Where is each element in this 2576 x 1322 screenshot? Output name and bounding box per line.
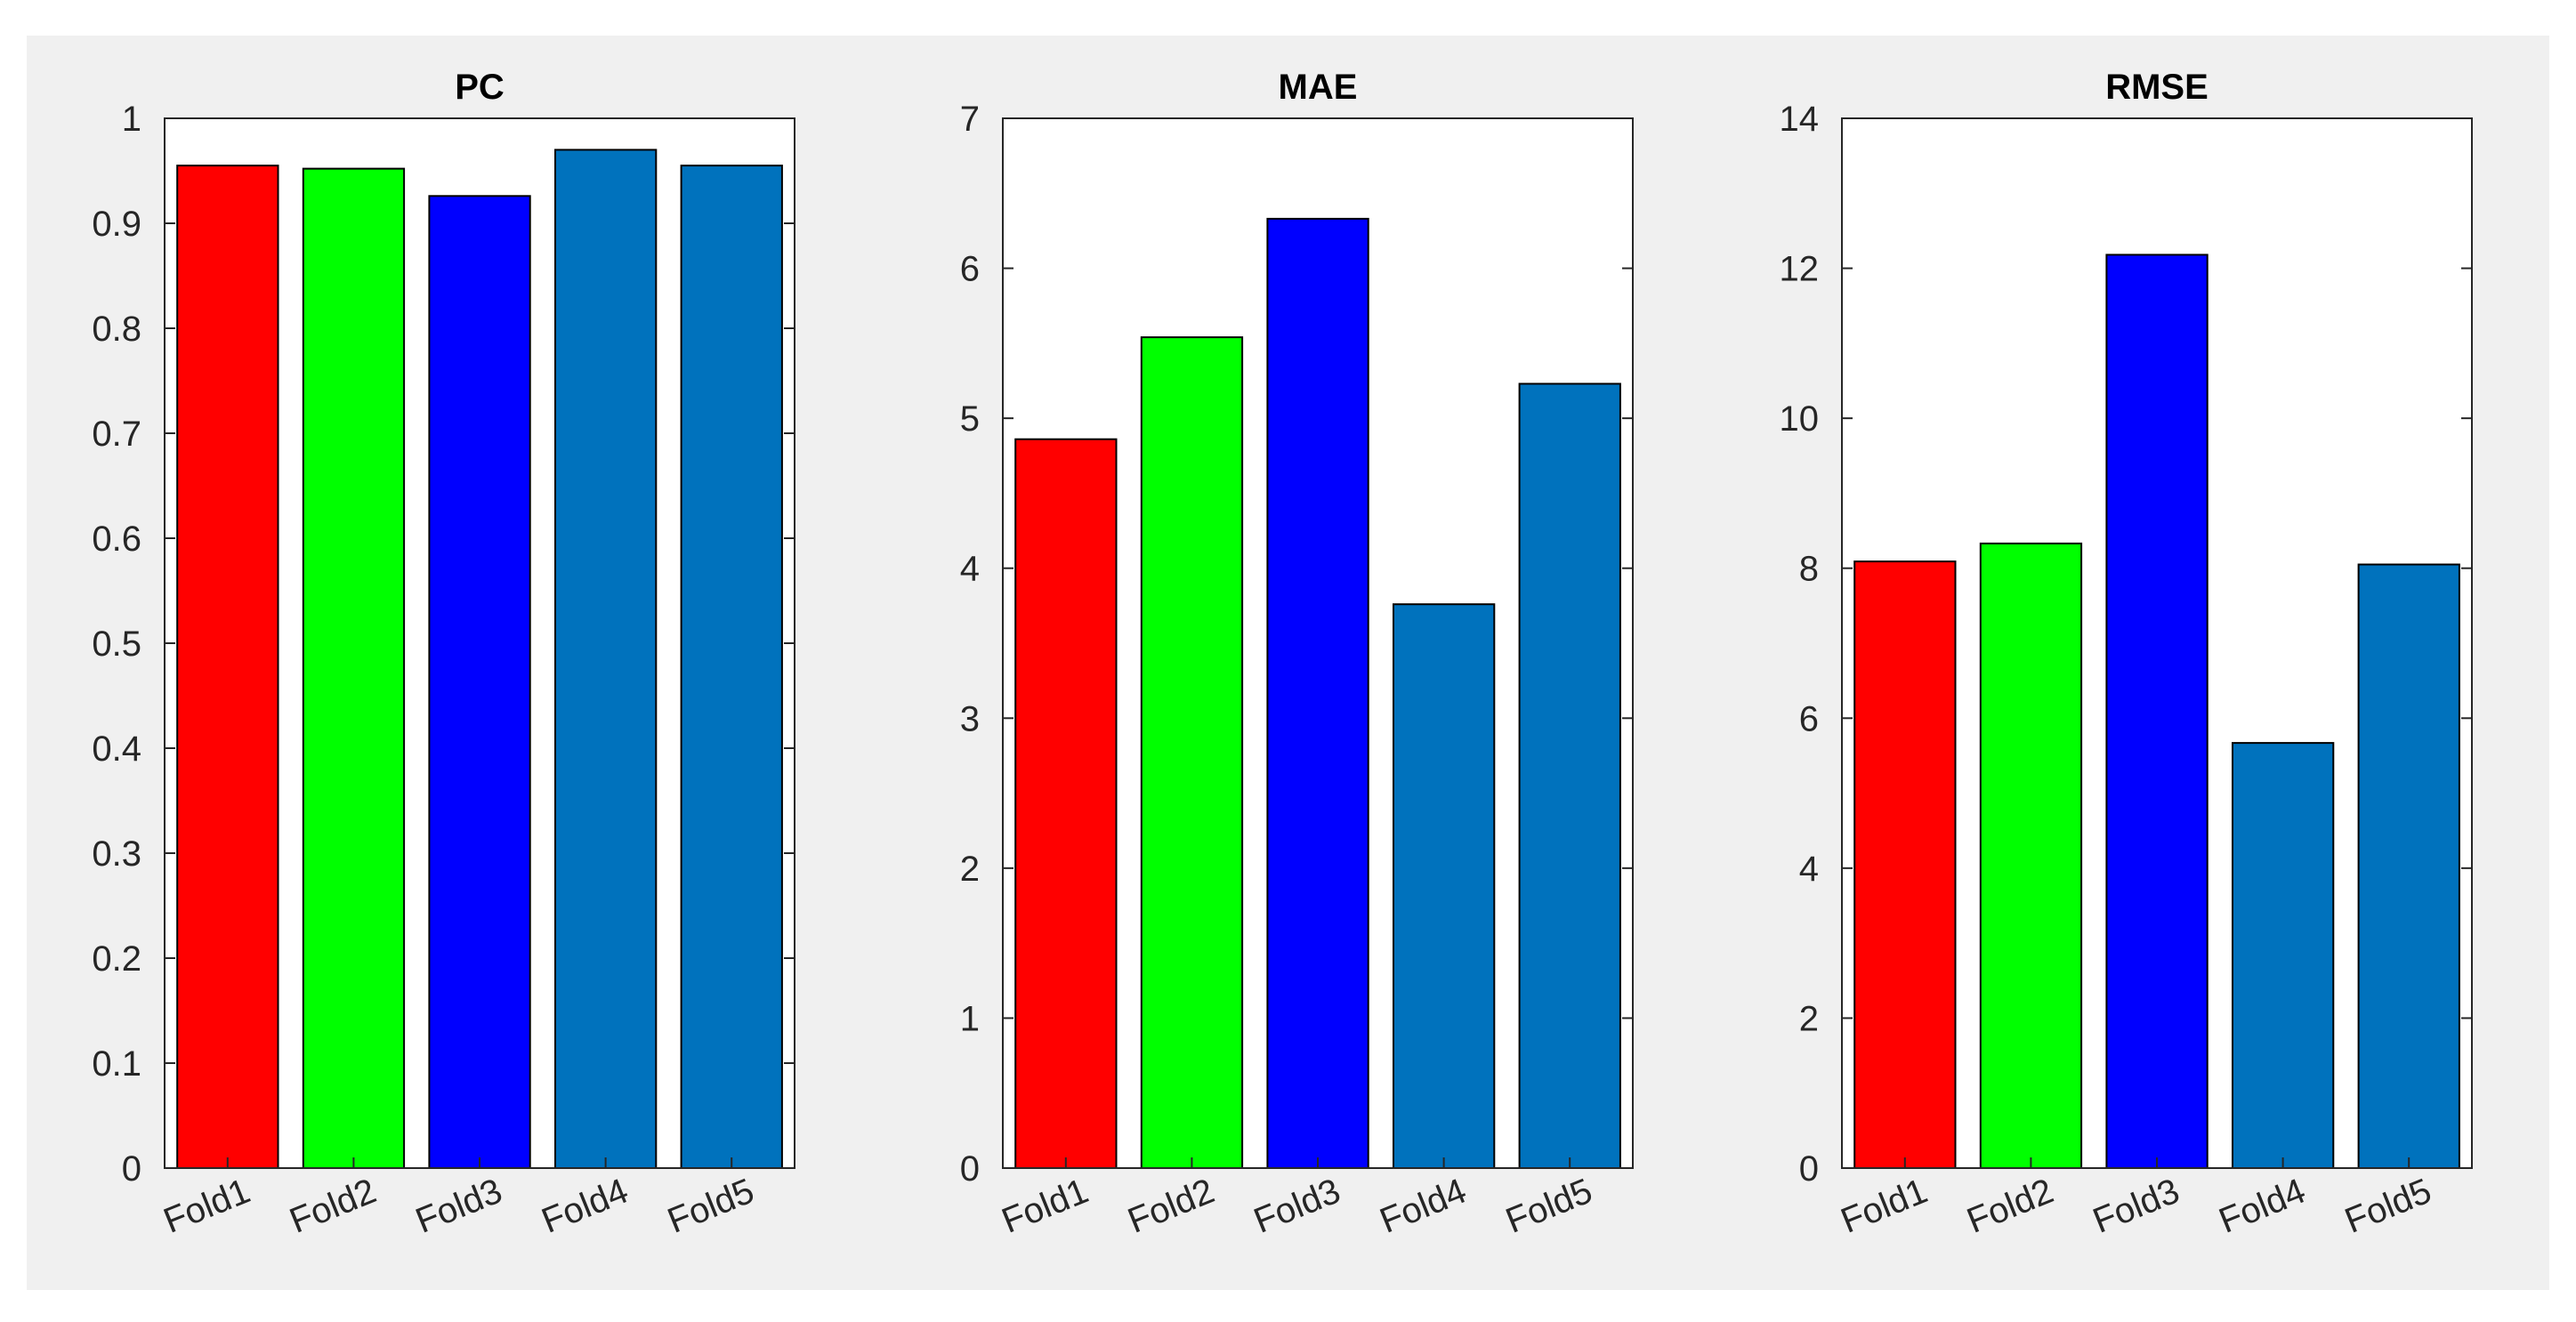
bar-fold4 <box>1393 603 1496 1169</box>
ytick-label: 0 <box>1799 1149 1819 1189</box>
ytick-label: 7 <box>960 100 980 139</box>
chart-title: MAE <box>1279 68 1358 107</box>
ytick-label: 3 <box>960 699 980 738</box>
ytick-label: 2 <box>1799 999 1819 1038</box>
ytick-label: 4 <box>1799 850 1819 889</box>
ytick-label: 0.9 <box>92 205 141 244</box>
ytick-label: 0.1 <box>92 1044 141 1084</box>
bar-fold5 <box>1518 383 1621 1169</box>
bar-fold2 <box>302 167 406 1170</box>
ytick-label: 10 <box>1780 399 1820 439</box>
ytick-label: 14 <box>1780 100 1820 139</box>
ytick-label: 0.6 <box>92 520 141 559</box>
ytick-label: 0.7 <box>92 415 141 454</box>
ytick-label: 0.2 <box>92 939 141 979</box>
ytick-label: 8 <box>1799 550 1819 589</box>
bar-fold2 <box>1140 336 1244 1170</box>
bar-fold2 <box>1979 542 2083 1169</box>
bar-fold4 <box>554 149 658 1169</box>
bar-fold5 <box>680 165 783 1170</box>
ytick-label: 4 <box>960 550 980 589</box>
ytick-label: 0 <box>122 1149 141 1189</box>
bar-fold5 <box>2357 563 2460 1169</box>
ytick-label: 1 <box>960 999 980 1038</box>
ytick-label: 6 <box>960 250 980 289</box>
ytick-label: 0.8 <box>92 310 141 349</box>
chart-title: RMSE <box>2105 68 2209 107</box>
ytick-label: 6 <box>1799 699 1819 738</box>
chart-title: PC <box>455 68 505 107</box>
ytick-label: 1 <box>122 100 141 139</box>
ytick-label: 0.4 <box>92 730 141 769</box>
ytick-label: 12 <box>1780 250 1820 289</box>
bar-fold1 <box>176 165 279 1170</box>
bar-fold3 <box>2105 254 2209 1169</box>
bar-fold3 <box>1266 217 1369 1169</box>
ytick-label: 5 <box>960 399 980 439</box>
bar-fold4 <box>2232 742 2335 1169</box>
ytick-label: 0.5 <box>92 625 141 664</box>
bar-fold1 <box>1014 438 1118 1169</box>
bar-fold1 <box>1853 560 1957 1169</box>
ytick-label: 0 <box>960 1149 980 1189</box>
ytick-label: 2 <box>960 850 980 889</box>
ytick-label: 0.3 <box>92 834 141 874</box>
bar-fold3 <box>428 195 531 1169</box>
